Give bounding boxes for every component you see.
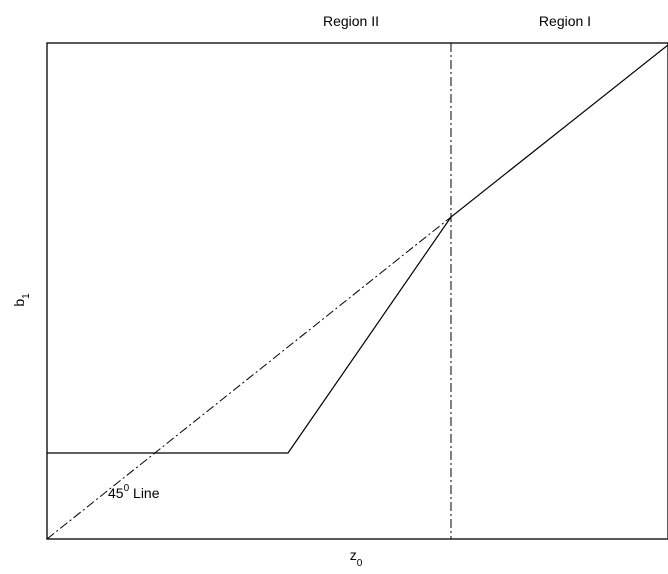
y-axis-label: b1 xyxy=(11,293,32,307)
region-ii-label: Region II xyxy=(323,13,379,29)
forty-five-degree-line xyxy=(46,216,452,540)
piecewise-function-curve xyxy=(47,44,668,454)
plot-frame xyxy=(46,42,668,540)
x-axis-label: z0 xyxy=(350,547,363,569)
forty-five-line-annotation: 450 Line xyxy=(108,483,160,501)
region-i-label: Region I xyxy=(539,13,591,29)
